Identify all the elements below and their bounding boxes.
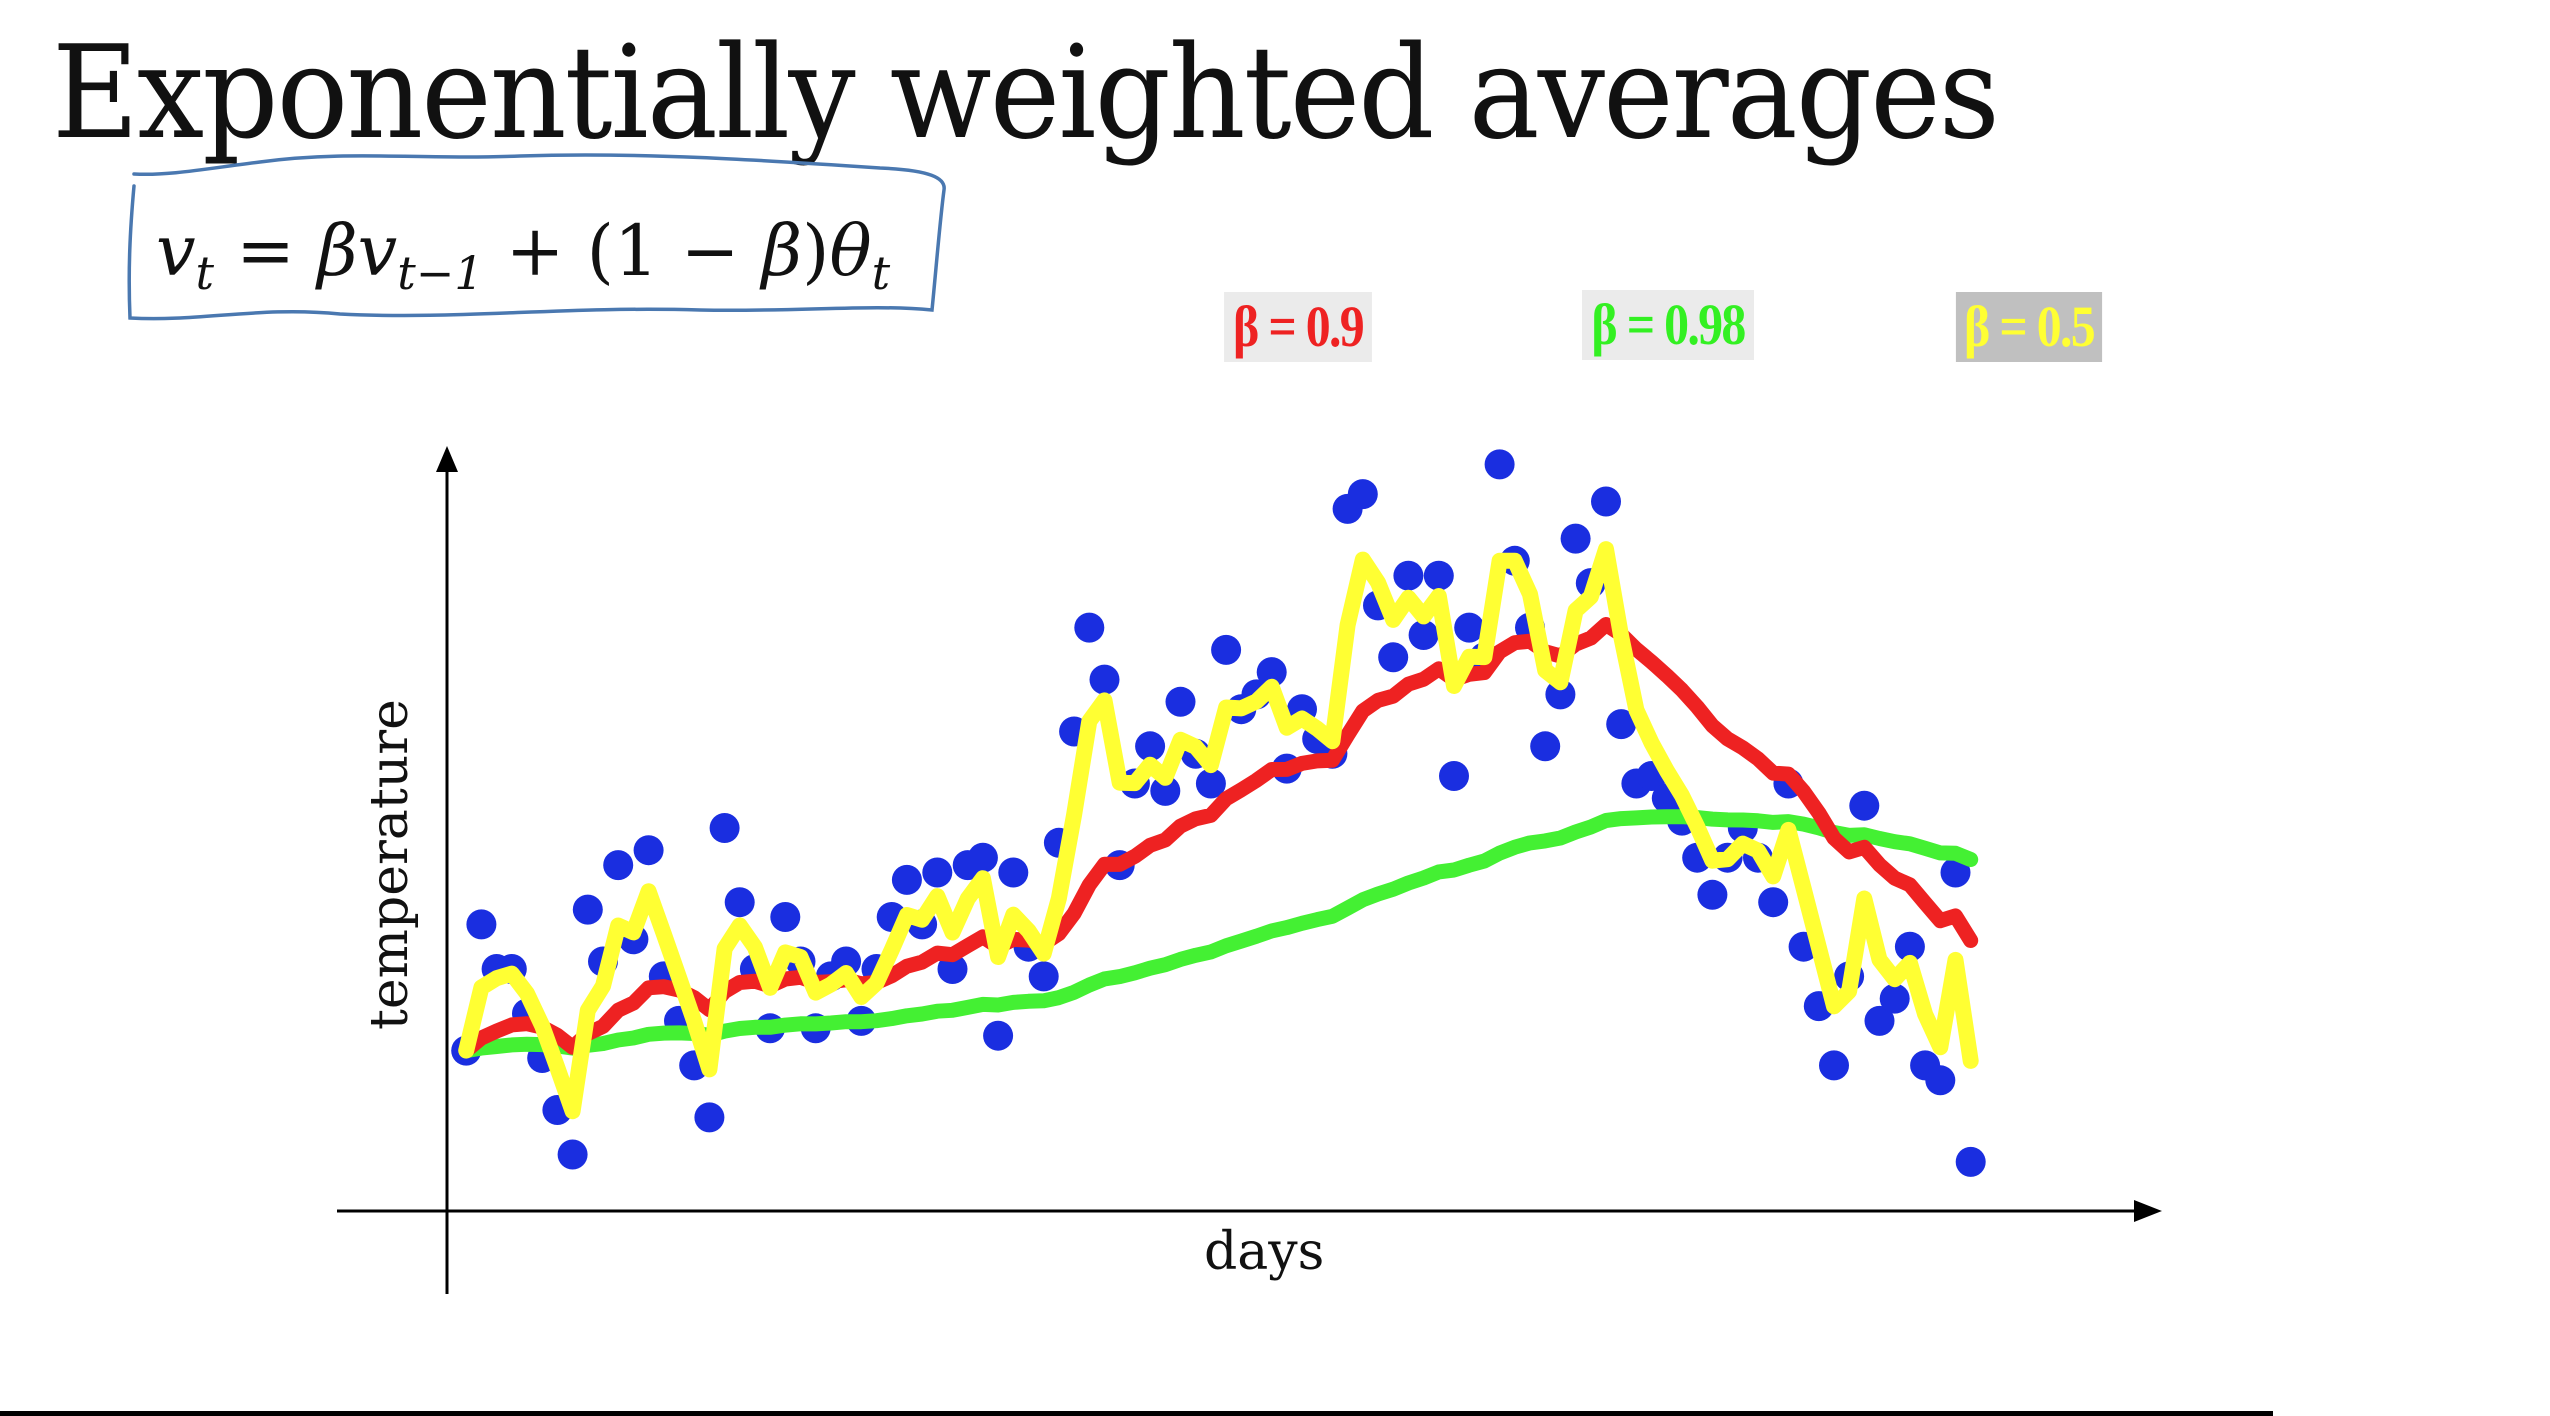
formula-box <box>127 153 946 321</box>
bottom-rule <box>0 1411 2273 1416</box>
data-point <box>1591 486 1621 517</box>
data-point <box>998 857 1029 888</box>
data-point <box>557 1139 588 1170</box>
data-point <box>1849 790 1880 821</box>
slide-title: Exponentially weighted averages <box>52 19 2000 168</box>
formula-theta: θ <box>829 210 872 292</box>
x-axis-arrow-icon <box>2134 1200 2162 1222</box>
data-point <box>633 835 664 866</box>
data-point <box>937 954 968 984</box>
data-point <box>1606 709 1637 740</box>
ewa-line-beta-0-5 <box>458 541 1979 1120</box>
data-point <box>1195 768 1226 799</box>
data-point <box>1089 664 1120 695</box>
data-point <box>1423 560 1454 591</box>
data-point <box>1256 657 1287 688</box>
data-point <box>1454 612 1485 643</box>
data-point <box>891 864 922 895</box>
data-point <box>1408 620 1439 650</box>
y-axis-arrow-icon <box>436 446 458 472</box>
data-point <box>1393 560 1424 591</box>
data-point <box>1758 887 1789 918</box>
data-point <box>1211 634 1242 665</box>
axes <box>337 446 2162 1294</box>
formula-equals: = <box>214 210 318 292</box>
data-point <box>967 842 998 873</box>
data-point <box>1697 879 1728 910</box>
data-point <box>1545 679 1576 710</box>
data-point <box>1530 731 1561 762</box>
data-point <box>724 887 755 918</box>
data-point <box>1028 961 1059 992</box>
data-point <box>694 1102 725 1133</box>
data-point <box>1135 731 1166 762</box>
data-point <box>1074 612 1105 643</box>
data-point <box>572 894 603 925</box>
data-point <box>1819 1050 1849 1081</box>
data-point <box>1955 1146 1986 1177</box>
ewa-lines <box>458 541 1979 1120</box>
formula-plus-paren: + (1 − <box>483 210 762 292</box>
data-point <box>603 850 634 881</box>
data-point <box>1150 775 1181 806</box>
data-point <box>1864 1005 1895 1036</box>
data-point <box>1925 1065 1956 1096</box>
data-point <box>1439 761 1469 791</box>
legend-beta-0-5: β = 0.5 <box>1955 292 2103 362</box>
data-point <box>1165 686 1196 717</box>
formula-sub-t: t <box>195 246 215 300</box>
formula-box-outline <box>127 153 946 321</box>
ewa-formula: vt = βvt−1 + (1 − β)θt <box>156 206 890 296</box>
data-point <box>1484 449 1515 480</box>
data-point <box>1378 642 1409 673</box>
formula-sub-t-minus-1: t−1 <box>397 246 484 300</box>
data-point <box>770 902 801 932</box>
data-point <box>922 857 953 888</box>
formula-v-prev: v <box>357 210 398 292</box>
formula-v: v <box>156 210 196 292</box>
data-point <box>709 813 740 843</box>
legend-beta-0-98: β = 0.98 <box>1582 290 1754 360</box>
data-point <box>1894 931 1925 962</box>
data-point <box>1940 857 1971 888</box>
legend-beta-0-9: β = 0.9 <box>1224 292 1372 362</box>
data-point <box>983 1020 1014 1051</box>
y-axis-label: temperature <box>360 699 420 1030</box>
formula-beta: β <box>317 210 358 292</box>
data-point <box>1560 523 1591 554</box>
formula-close-paren: ) <box>802 210 830 292</box>
formula-beta-2: β <box>761 210 803 292</box>
formula-sub-t-theta: t <box>871 246 891 300</box>
data-point <box>1347 479 1378 510</box>
data-point <box>466 909 497 940</box>
data-point <box>1879 983 1910 1014</box>
x-axis-label: days <box>1204 1222 1325 1282</box>
